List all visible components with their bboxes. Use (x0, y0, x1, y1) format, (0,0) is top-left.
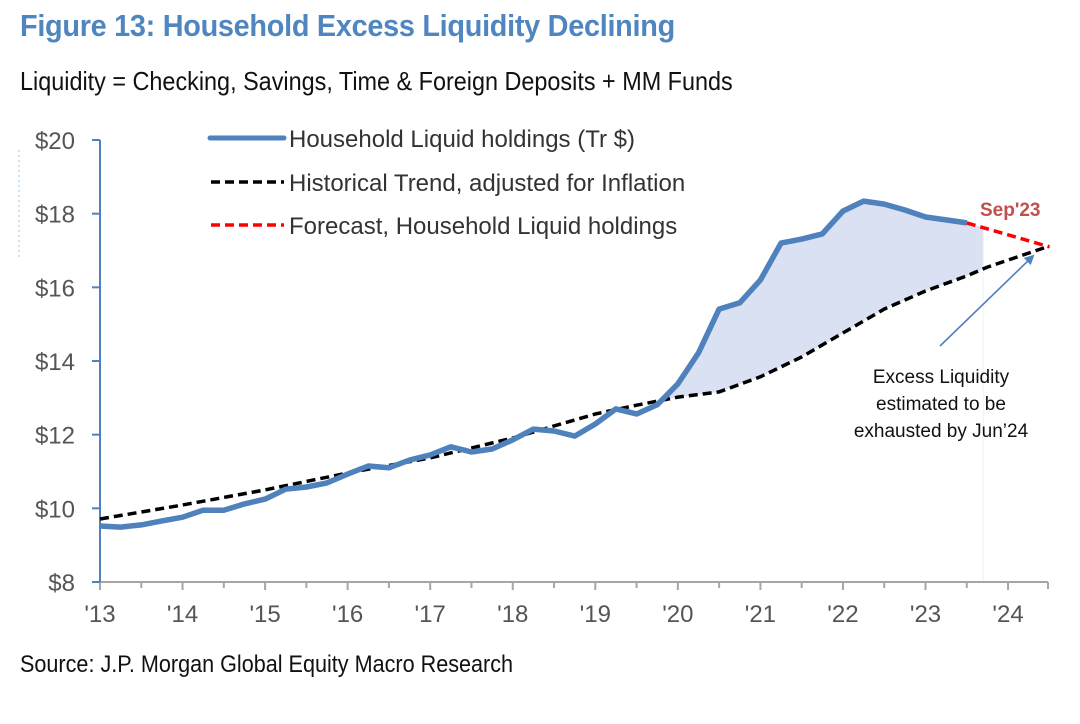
figure-title: Figure 13: Household Excess Liquidity De… (20, 8, 675, 43)
x-tick-label: '22 (827, 601, 858, 628)
annotation-line-3: exhausted by Jun’24 (854, 421, 1029, 442)
series-line-holdings (99, 198, 968, 530)
x-tick-label: '24 (992, 601, 1023, 628)
y-tick-label: $14 (35, 349, 75, 376)
legend-label-trend: Historical Trend, adjusted for Inflation (289, 170, 685, 197)
y-tick-label: $18 (35, 202, 75, 229)
x-tick-label: '14 (167, 601, 198, 628)
x-tick-label: '15 (249, 601, 280, 628)
y-tick-label: $10 (35, 496, 75, 523)
x-tick-label: '13 (84, 601, 115, 628)
annotation-line-2: estimated to be (876, 394, 1006, 415)
legend-label-forecast: Forecast, Household Liquid holdings (289, 213, 677, 240)
figure-subtitle: Liquidity = Checking, Savings, Time & Fo… (20, 66, 733, 96)
legend-item-holdings: Household Liquid holdings (Tr $) (207, 126, 635, 153)
excess-liquidity-area (657, 201, 984, 405)
y-tick-label: $8 (48, 570, 75, 597)
legend-item-trend: Historical Trend, adjusted for Inflation (211, 170, 685, 197)
y-tick-label: $12 (35, 423, 75, 450)
series-layer (99, 198, 1050, 530)
x-tick-label: '19 (580, 601, 611, 628)
x-tick-label: '21 (745, 601, 776, 628)
excess-liquidity-area-layer (657, 201, 984, 582)
x-tick-label: '20 (662, 601, 693, 628)
y-tick-label: $16 (35, 275, 75, 302)
annotation-line-1: Excess Liquidity (873, 367, 1010, 388)
annotation-arrow-icon (939, 254, 1035, 347)
series-line-trend (99, 244, 1050, 521)
axes: '13 '14 '15 '16 '17 '18 '19 '20 '21 '22 '23 '24 $8 $1… (35, 128, 1049, 628)
x-tick-label: '17 (415, 601, 446, 628)
legend-label-holdings: Household Liquid holdings (Tr $) (289, 126, 635, 153)
y-tick-label: $20 (35, 128, 75, 155)
legend: Household Liquid holdings (Tr $) Histori… (207, 126, 685, 240)
series-line-forecast (966, 221, 1050, 249)
x-tick-label: '23 (910, 601, 941, 628)
x-tick-label: '16 (332, 601, 363, 628)
annotation-sep23: Sep'23 (980, 200, 1041, 221)
source-note: Source: J.P. Morgan Global Equity Macro … (20, 651, 514, 678)
x-tick-label: '18 (497, 601, 528, 628)
legend-item-forecast: Forecast, Household Liquid holdings (211, 213, 677, 240)
